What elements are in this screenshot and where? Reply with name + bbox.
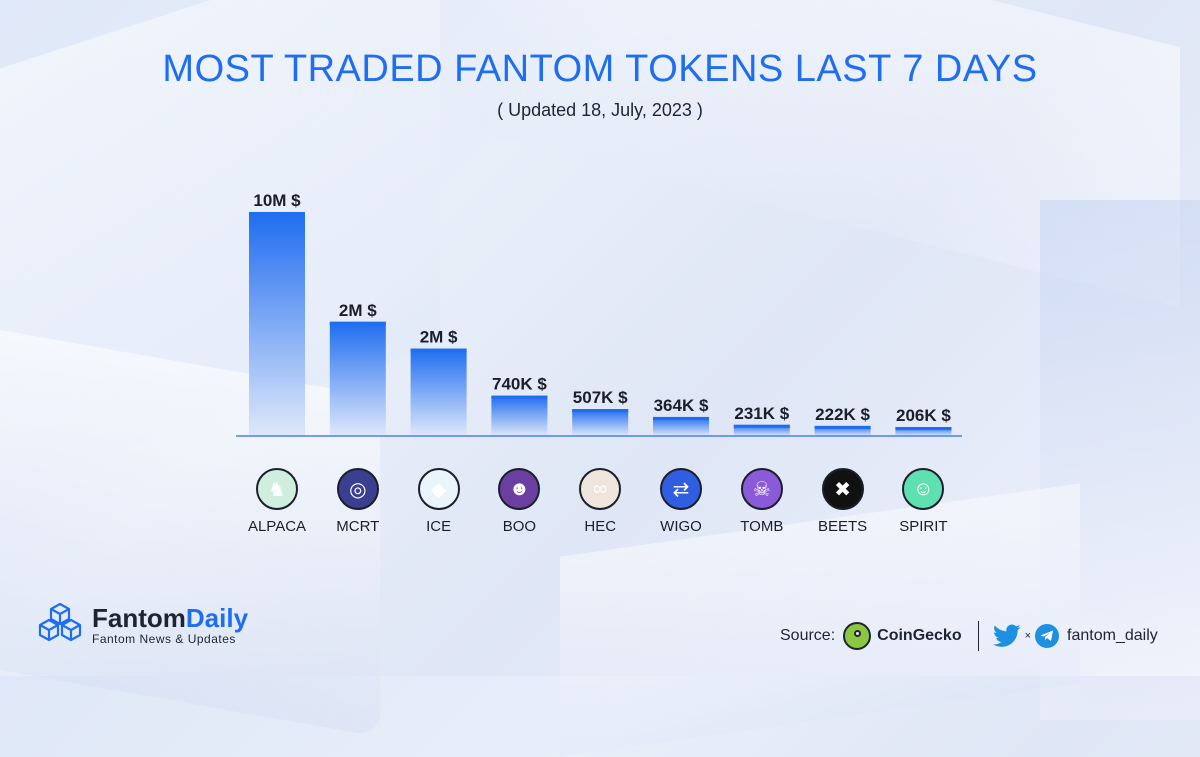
beets-icon: ✖ bbox=[821, 468, 864, 510]
bar-spirit bbox=[895, 427, 952, 436]
bar-tomb bbox=[733, 424, 790, 436]
brand-logo bbox=[36, 600, 84, 648]
category-label-boo: BOO bbox=[503, 518, 536, 535]
bar-cap-ice bbox=[410, 348, 467, 352]
telegram-icon[interactable] bbox=[1035, 624, 1060, 648]
telegram-plane-glyph bbox=[1040, 630, 1054, 641]
coingecko-icon bbox=[843, 622, 872, 650]
tomb-icon: ☠ bbox=[740, 468, 783, 510]
spirit-icon: ☺ bbox=[902, 468, 945, 510]
source-label: Source: bbox=[780, 627, 836, 644]
source-credit: Source: CoinGecko × fantom_daily bbox=[780, 620, 1158, 652]
data-label-spirit: 206K $ bbox=[896, 406, 951, 425]
bar-cap-beets bbox=[814, 425, 871, 429]
category-label-wigo: WIGO bbox=[660, 518, 702, 535]
category-label-spirit: SPIRIT bbox=[899, 518, 947, 535]
bar-cap-alpaca bbox=[249, 212, 305, 215]
category-label-ice: ICE bbox=[426, 518, 451, 535]
bar-cap-boo bbox=[491, 395, 548, 399]
ice-icon: ◆ bbox=[417, 468, 460, 510]
bar-cap-tomb bbox=[733, 424, 790, 428]
data-label-hec: 507K $ bbox=[573, 388, 628, 407]
data-label-ice: 2M $ bbox=[420, 328, 458, 347]
bar-ice bbox=[410, 348, 467, 436]
data-label-boo: 740K $ bbox=[492, 375, 547, 394]
mcrt-icon: ◎ bbox=[336, 468, 379, 510]
bar-mcrt bbox=[329, 321, 386, 436]
boo-icon: ☻ bbox=[498, 468, 541, 510]
bar-beets bbox=[814, 425, 871, 436]
bar-cap-hec bbox=[572, 409, 629, 413]
brand-name-fantom: Fantom bbox=[92, 603, 186, 633]
category-label-mcrt: MCRT bbox=[336, 518, 379, 535]
category-label-tomb: TOMB bbox=[740, 518, 783, 535]
bar-cap-wigo bbox=[653, 416, 709, 420]
chart-subtitle: ( Updated 18, July, 2023 ) bbox=[497, 100, 703, 120]
brand-name-daily: Daily bbox=[185, 603, 249, 633]
data-label-mcrt: 2M $ bbox=[339, 301, 377, 320]
source-name: CoinGecko bbox=[877, 627, 962, 644]
bar-chart: 10M $ ALPACA 2M $ MCRT 2M $ ICE 740K $ BOO 507K … bbox=[236, 191, 962, 535]
chart-title: MOST TRADED FANTOM TOKENS LAST 7 DAYS bbox=[162, 48, 1038, 90]
data-label-beets: 222K $ bbox=[815, 405, 870, 424]
bar-hec bbox=[572, 409, 629, 436]
fantom-cubes-logo-icon bbox=[38, 602, 82, 642]
category-label-hec: HEC bbox=[584, 518, 616, 535]
alpaca-icon: ♞ bbox=[256, 468, 298, 510]
bar-wigo bbox=[653, 416, 709, 436]
data-label-alpaca: 10M $ bbox=[253, 191, 301, 210]
twitter-icon[interactable] bbox=[992, 624, 1021, 648]
category-label-alpaca: ALPACA bbox=[248, 518, 306, 535]
brand-tagline: Fantom News & Updates bbox=[92, 632, 236, 646]
bar-boo bbox=[491, 395, 548, 436]
bar-cap-mcrt bbox=[329, 321, 386, 325]
data-label-wigo: 364K $ bbox=[654, 396, 709, 415]
category-label-beets: BEETS bbox=[818, 518, 867, 535]
hec-icon: ∞ bbox=[579, 468, 622, 510]
wigo-icon: ⇄ bbox=[660, 468, 702, 510]
data-label-tomb: 231K $ bbox=[734, 404, 789, 423]
footer-divider bbox=[977, 621, 979, 651]
brand-name: FantomDaily bbox=[92, 603, 248, 634]
bar-alpaca bbox=[249, 212, 305, 436]
social-separator: × bbox=[1024, 630, 1032, 642]
social-handle[interactable]: fantom_daily bbox=[1067, 627, 1158, 644]
bar-cap-spirit bbox=[895, 427, 952, 431]
